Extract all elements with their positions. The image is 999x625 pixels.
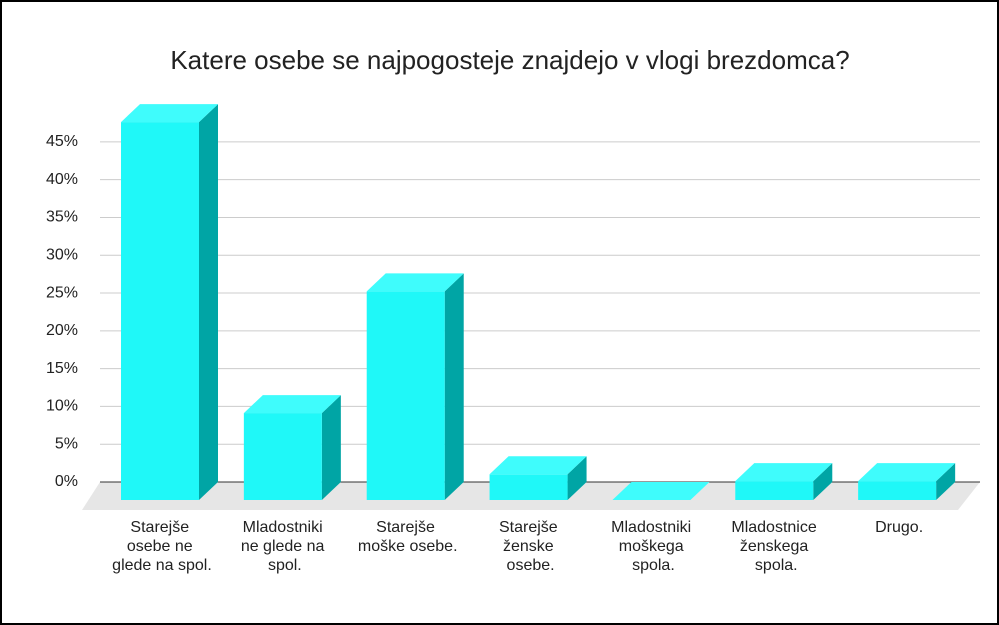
x-tick-label-line: osebe ne [127,538,197,555]
y-tick-label: 25% [46,284,78,301]
x-tick-label-line: Mladostnice [731,519,821,536]
bar-top [366,273,464,292]
bar-side [936,463,956,500]
y-tick-label: 40% [46,171,78,188]
x-tick-label-line: Drugo. [875,519,923,536]
x-tick-label-line: spola. [632,557,675,574]
bar-front [489,474,568,500]
x-tick-label: Starejše moške osebe. [358,519,458,555]
x-tick-label-line: moške osebe. [358,538,458,555]
x-tick-label-line: ženske [503,538,558,555]
bar-front [735,481,814,500]
x-tick-label-line: osebe. [507,557,555,574]
x-tick-label-line: spol. [268,557,302,574]
bar-front [366,291,445,500]
x-tick-label-line: Starejše [499,519,562,536]
y-tick-label: 5% [55,435,78,452]
bar-top [612,482,710,500]
bar-side [567,456,587,500]
bar-side [321,395,341,500]
bar-top [243,395,341,414]
bar-side [813,463,833,500]
bar [858,463,956,500]
bar [735,463,833,500]
bar [489,456,587,500]
x-tick-label: Mladostniki moškega spola. [611,519,695,574]
x-tick-label-line: glede na spol. [112,557,212,574]
x-tick-label-line: Mladostniki [611,519,695,536]
y-tick-label: 10% [46,398,78,415]
bar [243,395,341,500]
x-tick-label-line: spola. [755,557,798,574]
bar [612,482,710,500]
x-tick-label: Starejše osebe ne glede na spol. [112,519,212,574]
bar-top [121,104,218,123]
x-tick-label: Mladostniki ne glede na spol. [241,519,329,574]
x-tick-label-line: ne glede na [241,538,329,555]
x-tick-label: Drugo. [875,519,923,536]
x-tick-label-line: Starejše [376,519,439,536]
bar [366,273,464,500]
bar-front [121,122,199,501]
bar-side [199,104,218,501]
y-tick-label: 20% [46,322,78,339]
bar-side [444,273,464,500]
y-tick-label: 15% [46,360,78,377]
x-tick-label: Mladostnice ženskega spola. [731,519,821,574]
bar-top [858,463,956,482]
y-tick-label: 0% [55,473,78,490]
bar [121,104,218,501]
y-tick-label: 30% [46,246,78,263]
x-tick-label-line: moškega [619,538,688,555]
y-tick-label: 35% [46,209,78,226]
x-tick-label-line: Mladostniki [243,519,327,536]
bar-top [489,456,587,475]
bar-top [735,463,833,482]
x-tick-label: Starejše ženske osebe. [499,519,562,574]
bar-front [243,413,322,500]
x-tick-label-line: ženskega [740,538,813,555]
bar-front [858,481,937,500]
x-tick-label-line: Starejše [130,519,193,536]
chart-title: Katere osebe se najpogosteje znajdejo v … [170,45,849,75]
y-tick-label: 45% [46,133,78,150]
